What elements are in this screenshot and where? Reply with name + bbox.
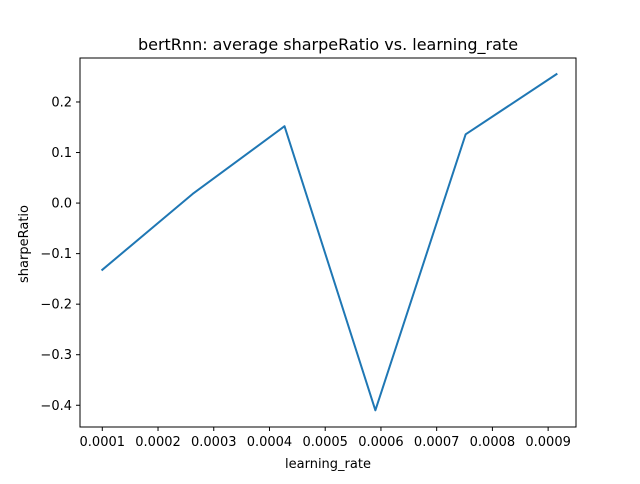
y-tick-label: 0.0 (51, 197, 72, 212)
chart-title: bertRnn: average sharpeRatio vs. learnin… (138, 35, 518, 55)
x-tick-label: 0.0005 (302, 435, 348, 450)
x-tick-label: 0.0006 (358, 435, 404, 450)
series-line-0 (100, 72, 558, 412)
x-tick-label: 0.0002 (135, 435, 181, 450)
y-tick-label: −0.1 (40, 247, 72, 262)
plot-area: 0.0001 0.0002 0.0003 0.0004 0.0005 0.0006 0.00… (40, 57, 577, 450)
y-tick-label: −0.3 (40, 348, 72, 363)
x-tick-label: 0.0001 (80, 435, 126, 450)
x-axis-label: learning_rate (285, 457, 371, 472)
y-tick-label: −0.2 (40, 298, 72, 313)
y-tick-label: 0.2 (51, 95, 72, 110)
x-tick-label: 0.0004 (247, 435, 293, 450)
y-tick-label: 0.1 (51, 146, 72, 161)
x-tick-label: 0.0003 (191, 435, 237, 450)
y-axis-label: sharpeRatio (17, 205, 32, 283)
axes-frame (79, 57, 577, 428)
y-tick-label: −0.4 (40, 399, 72, 414)
x-tick-label: 0.0008 (470, 435, 516, 450)
x-tick-label: 0.0007 (414, 435, 460, 450)
x-tick-label: 0.0009 (525, 435, 571, 450)
